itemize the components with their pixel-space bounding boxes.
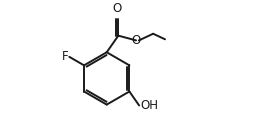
Text: F: F <box>61 50 68 63</box>
Text: O: O <box>113 2 122 15</box>
Text: OH: OH <box>140 99 158 112</box>
Text: O: O <box>131 34 141 47</box>
